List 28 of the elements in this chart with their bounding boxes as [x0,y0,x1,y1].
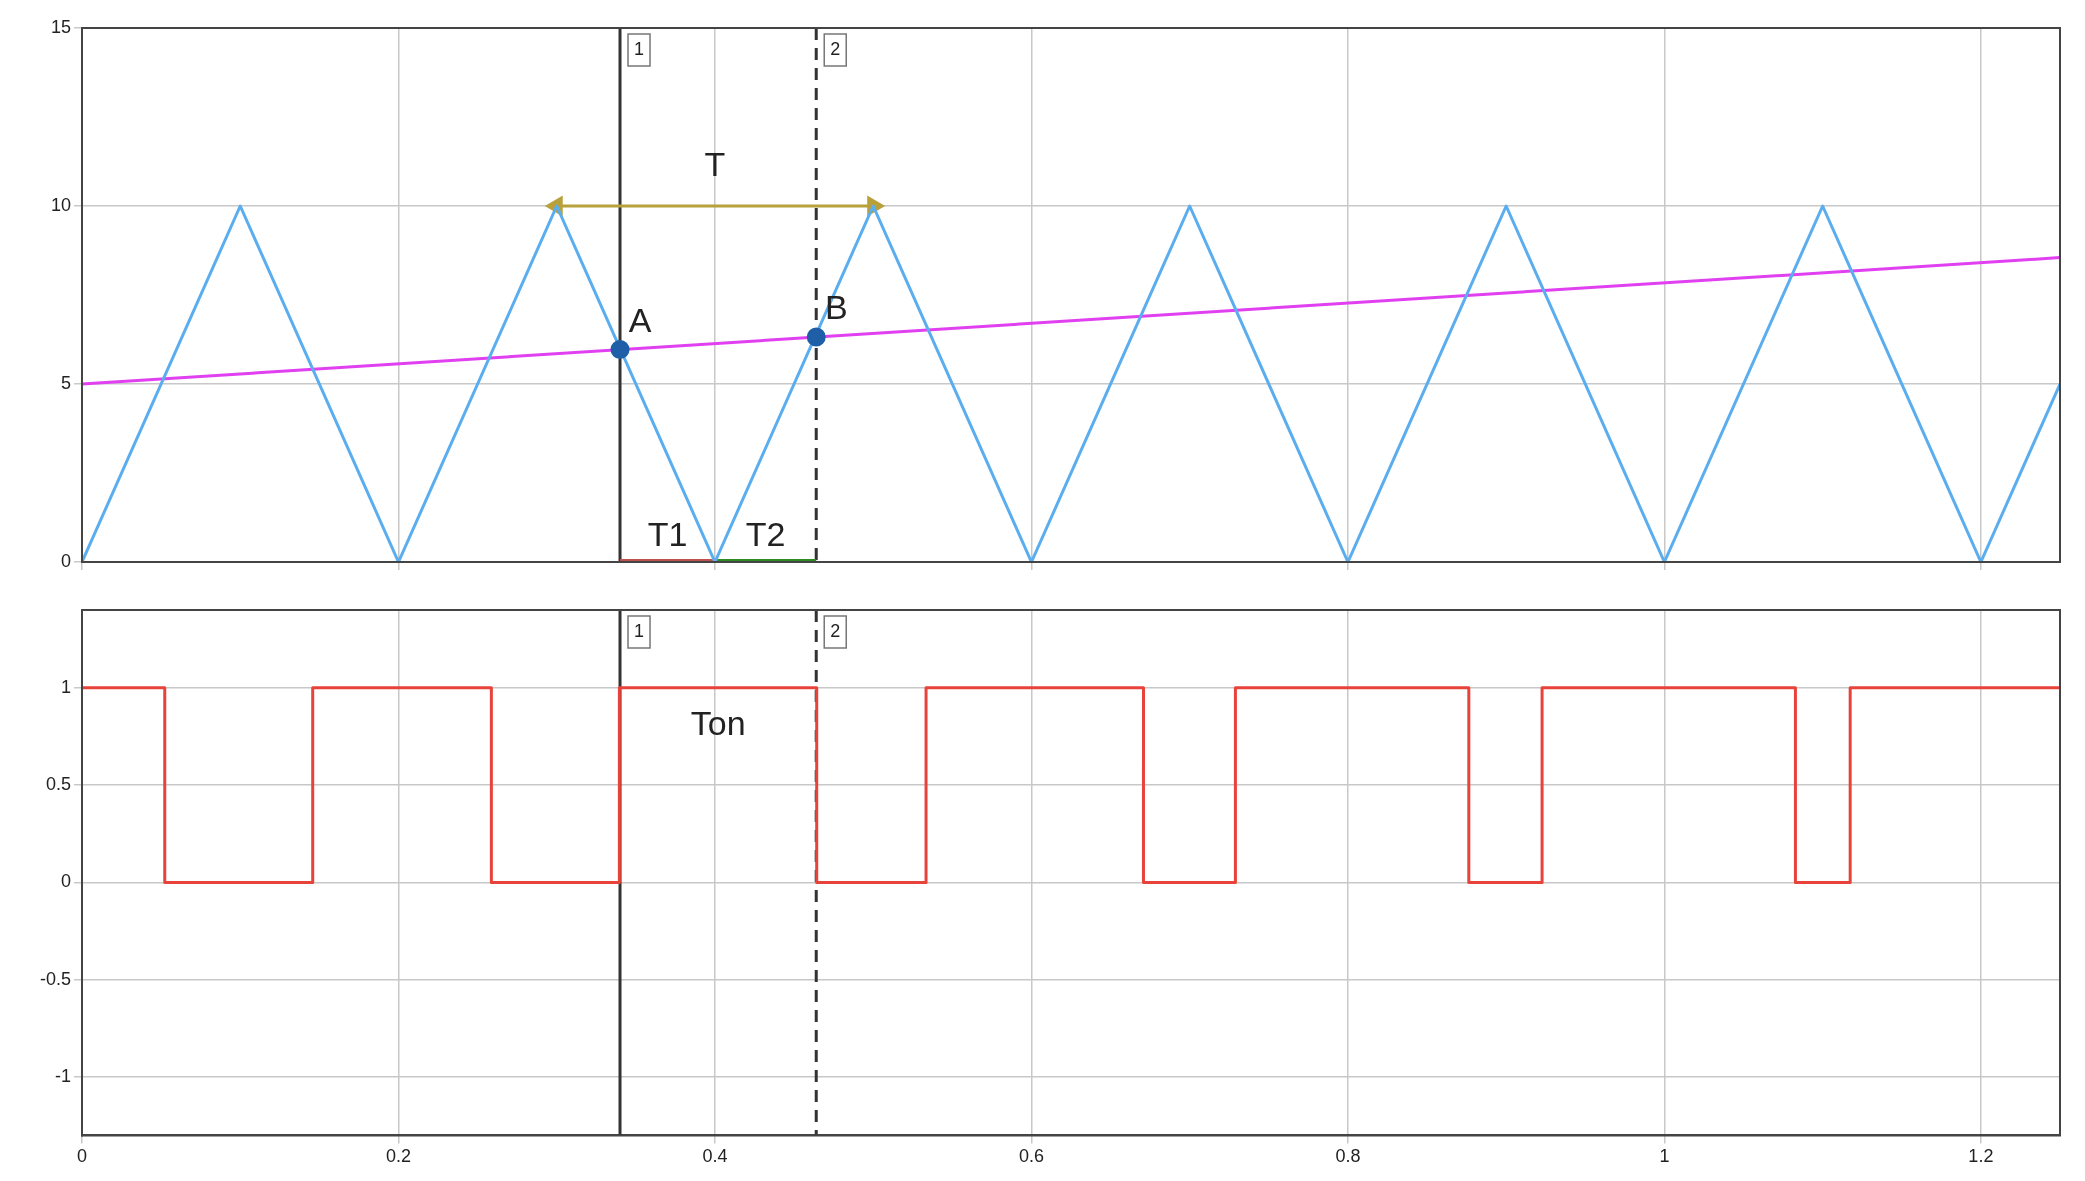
y-tick-label: -1 [54,1065,71,1086]
annotation: 2 [830,38,841,59]
y-tick-label: 0.5 [45,774,71,795]
annotation: A [628,300,652,339]
point [806,327,826,347]
annotation: B [824,288,848,327]
annotation: Ton [690,703,746,742]
series-label: T2 [745,515,786,554]
series-label: T1 [647,515,688,554]
x-tick-label: 0 [76,1146,88,1167]
x-tick-label: 0.8 [1335,1146,1361,1167]
y-tick-label: 0 [60,550,71,571]
x-tick-label: 0.4 [702,1146,728,1167]
x-tick-label: 1.2 [1968,1146,1994,1167]
annotation: 2 [830,620,841,641]
x-tick-label: 0.2 [385,1146,411,1167]
y-tick-label: 0 [60,871,71,892]
y-tick-label: 15 [50,16,71,37]
y-tick-label: -0.5 [39,968,71,989]
annotation: T [704,145,726,184]
y-tick-label: 10 [50,194,71,215]
annotation: 1 [634,620,645,641]
point [610,339,630,359]
annotation: 1 [634,38,645,59]
y-tick-label: 1 [60,676,71,697]
y-tick-label: 5 [60,372,71,393]
x-tick-label: 0.6 [1018,1146,1044,1167]
x-tick-label: 1 [1659,1146,1670,1167]
